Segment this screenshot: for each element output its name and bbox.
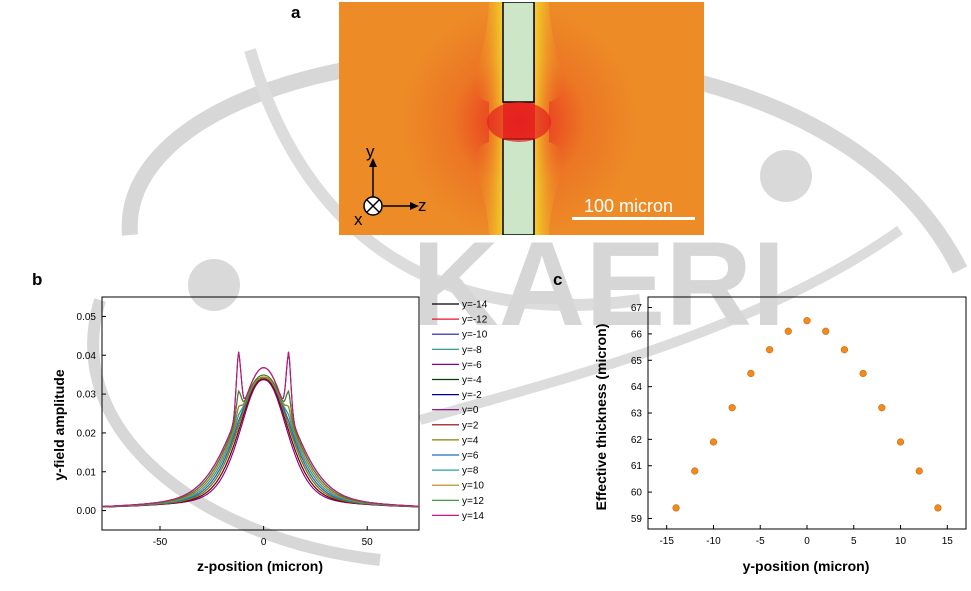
chart-b-legend-label: y=-6 [462, 360, 482, 371]
chart-b-legend-label: y=14 [462, 511, 484, 522]
chart-b-ytick-label: 0.04 [77, 351, 97, 362]
chart-b-legend-label: y=0 [462, 405, 479, 416]
chart-b-legend-label: y=4 [462, 435, 479, 446]
watermark-text: KAERI [412, 217, 785, 351]
panel-c-letter: c [553, 270, 563, 289]
chart-c-ytick-label: 60 [631, 488, 643, 499]
chart-b-ytick-label: 0.05 [77, 312, 97, 323]
chart-c-data-point [934, 504, 942, 512]
chart-b-legend-label: y=8 [462, 466, 479, 477]
chart-c-xtick-label: 10 [895, 536, 907, 547]
chart-c-ytick-label: 64 [631, 382, 643, 393]
chart-c-xtick-label: 5 [851, 536, 857, 547]
panel-b-letter: b [32, 270, 43, 289]
axis-z-label: z [418, 196, 427, 215]
chart-b-legend-label: y=-14 [462, 300, 488, 311]
chart-c-xlabel: y-position (micron) [743, 558, 870, 574]
chart-c-ytick-label: 63 [631, 409, 643, 420]
chart-c-data-point [747, 369, 755, 378]
chart-c-data-point [878, 404, 886, 412]
dielectric-upper [502, 2, 535, 103]
chart-c-ytick-label: 66 [631, 329, 643, 340]
chart-c-xtick-label: 15 [942, 536, 954, 547]
watermark-sphere-right [760, 150, 812, 202]
chart-b-legend-label: y=-8 [462, 345, 482, 356]
chart-c-data-point [859, 369, 867, 378]
chart-c-data-point [822, 327, 830, 335]
axis-y-arrowhead [369, 158, 377, 167]
chart-c-ytick-label: 59 [631, 514, 643, 525]
axis-y-label: y [366, 142, 375, 161]
chart-b-ylabel: y-field amplitude [51, 369, 67, 480]
chart-b-xtick-label: -50 [153, 537, 168, 548]
chart-c-data-point [915, 467, 923, 475]
watermark-arc-mid [244, 48, 641, 311]
chart-c-xtick-label: 0 [804, 536, 810, 547]
chart-b-xlabel: z-position (micron) [197, 558, 323, 574]
scalebar [572, 217, 695, 220]
chart-b-legend-label: y=-4 [462, 375, 482, 386]
watermark-arc-left [87, 298, 381, 566]
field-map-svg [339, 2, 704, 235]
scalebar-label: 100 micron [584, 196, 674, 216]
chart-c-ytick-label: 62 [631, 435, 643, 446]
chart-c-ytick-label: 65 [631, 356, 643, 367]
chart-b-xtick-label: 0 [261, 537, 267, 548]
chart-c-data-point [896, 438, 905, 446]
chart-c-data-point [672, 504, 680, 512]
chart-b-ytick-label: 0.00 [77, 506, 97, 517]
field-hotspot [487, 102, 551, 142]
watermark-arc-right [418, 225, 903, 425]
axis-x-label: x [354, 210, 363, 229]
chart-b-ytick-label: 0.03 [77, 390, 97, 401]
chart-b-xtick-label: 50 [362, 537, 374, 548]
axis-z-arrowhead [410, 202, 419, 210]
chart-c-plot-frame [647, 296, 967, 530]
chart-c-xtick-label: -5 [756, 536, 765, 547]
chart-c-ylabel: Effective thickness (micron) [593, 324, 609, 511]
panel-a-letter: a [291, 3, 301, 22]
chart-c-data-point [803, 317, 811, 325]
chart-b-legend-label: y=6 [462, 451, 479, 462]
chart-b-legend-label: y=10 [462, 481, 484, 492]
chart-c-ytick-label: 67 [631, 303, 643, 314]
chart-c-ytick-label: 61 [631, 461, 643, 472]
chart-b-legend-label: y=-12 [462, 315, 488, 326]
chart-b-plot-frame [101, 296, 420, 531]
field-map-image [339, 2, 704, 235]
chart-c-data-point [709, 438, 718, 446]
chart-b-legend-label: y=-10 [462, 330, 488, 341]
chart-c-xtick-label: -10 [706, 536, 721, 547]
chart-c-data-point [765, 346, 774, 354]
chart-b-ytick-label: 0.02 [77, 428, 97, 439]
chart-c-xtick-label: -15 [659, 536, 674, 547]
chart-b-ytick-label: 0.01 [77, 467, 97, 478]
chart-c-data-point [691, 467, 699, 475]
chart-c-data-point [728, 404, 736, 412]
chart-b-legend-label: y=12 [462, 496, 484, 507]
chart-b-series-line [102, 351, 419, 507]
watermark-sphere-left [188, 259, 240, 311]
chart-b-legend-label: y=-2 [462, 390, 482, 401]
chart-c-data-point [840, 346, 849, 354]
chart-b-legend-label: y=2 [462, 420, 479, 431]
chart-c-data-point [784, 327, 792, 335]
